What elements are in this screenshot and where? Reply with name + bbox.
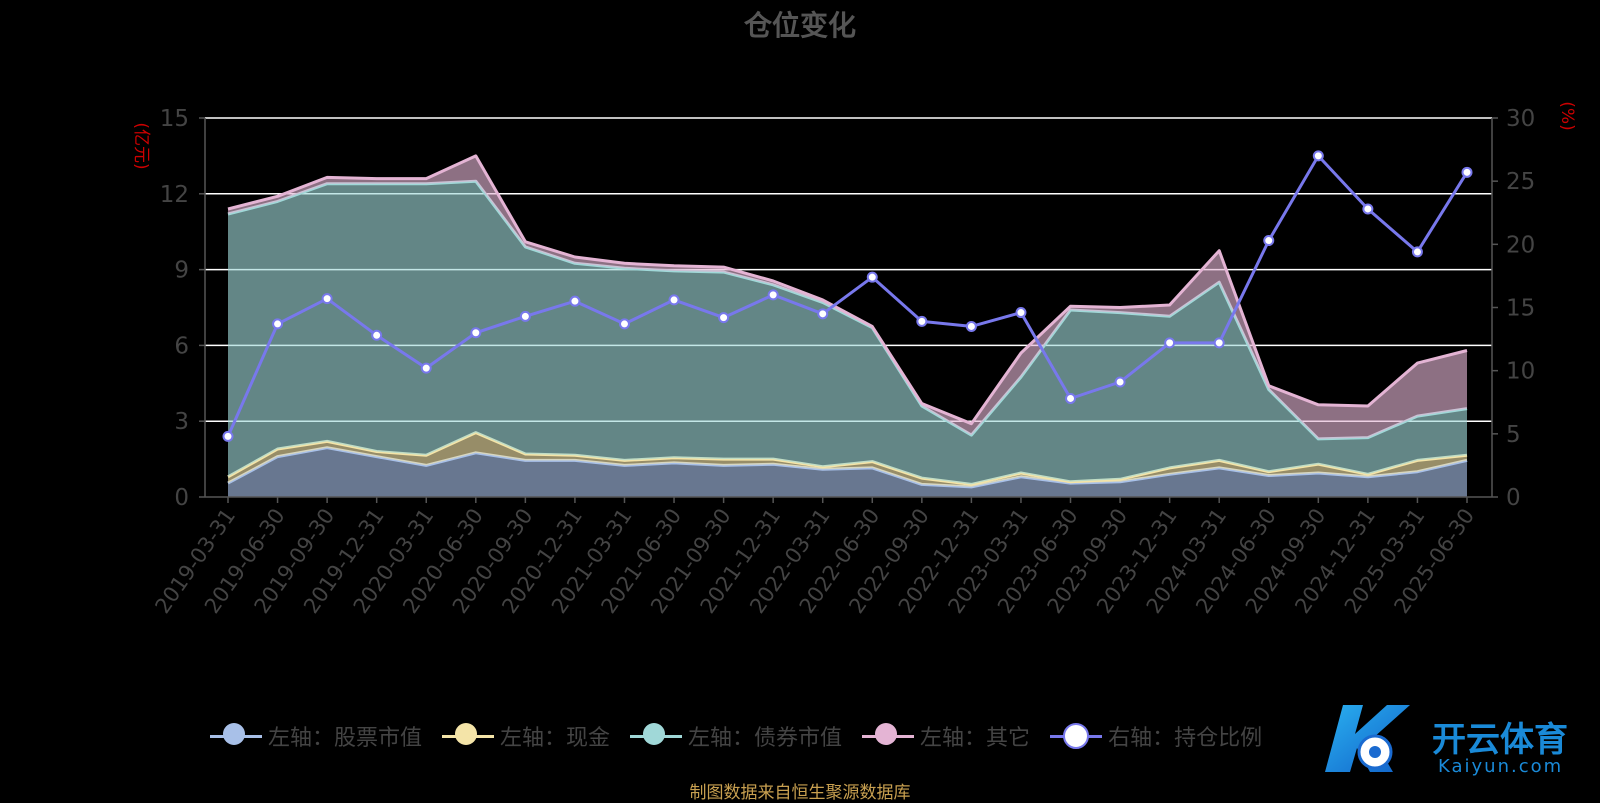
legend-item[interactable]: 左轴：其它 (862, 720, 1030, 752)
legend-item[interactable]: 右轴：持仓比例 (1050, 720, 1262, 752)
left-tick-label: 12 (160, 182, 189, 208)
ratio-point (767, 289, 779, 301)
legend: 左轴：股票市值 左轴：现金 左轴：债券市值 左轴：其它 右轴：持仓比例 (210, 716, 1282, 756)
legend-marker (862, 723, 915, 749)
legend-item[interactable]: 左轴：现金 (442, 720, 610, 752)
watermark-name: 开云体育 (1432, 720, 1568, 760)
ratio-line (226, 154, 1469, 438)
ratio-point (866, 271, 878, 283)
ratio-point (1411, 246, 1423, 258)
ratio-point (371, 329, 383, 341)
left-tick-label: 15 (160, 106, 189, 132)
left-tick-label: 6 (174, 333, 189, 359)
area-line-other (227, 154, 1468, 426)
kaiyun-logo (1325, 705, 1410, 772)
left-tick-label: 3 (174, 409, 189, 435)
ratio-point (1065, 392, 1077, 404)
ratio-point (470, 327, 482, 339)
right-tick-label: 10 (1506, 359, 1535, 385)
legend-item[interactable]: 左轴：债券市值 (630, 720, 842, 752)
ratio-point (1164, 337, 1176, 349)
area-cash (228, 432, 1467, 487)
area-series (227, 154, 1468, 497)
ratio-point (321, 293, 333, 305)
ratio-point (1312, 150, 1324, 162)
ratio-point (1461, 166, 1473, 178)
legend-label: 左轴：其它 (920, 726, 1031, 751)
source-note: 制图数据来自恒生聚源数据库 (689, 783, 911, 803)
ratio-point (668, 294, 680, 306)
ratio-point (916, 315, 928, 327)
ratio-point (1263, 235, 1275, 247)
x-tick-labels: 2019-03-312019-06-302019-09-302019-12-31… (150, 497, 1479, 618)
legend-item[interactable]: 左轴：股票市值 (210, 720, 422, 752)
ratio-series (222, 150, 1473, 442)
legend-label: 左轴：现金 (500, 726, 611, 751)
area-stock (228, 447, 1467, 497)
right-tick-label: 0 (1506, 485, 1521, 511)
legend-marker (442, 723, 495, 749)
ratio-point (1114, 376, 1126, 388)
area-bond (228, 181, 1467, 485)
ratio-point (1362, 203, 1374, 215)
ratio-point (1015, 307, 1027, 319)
right-tick-label: 5 (1506, 422, 1521, 448)
legend-label: 左轴：债券市值 (688, 726, 843, 751)
axes: 0 3 6 9 12 15 0 5 10 15 20 25 30 (亿元) (%) (131, 101, 1577, 511)
legend-marker (1050, 723, 1103, 749)
right-tick-label: 25 (1506, 169, 1535, 195)
right-tick-label: 15 (1506, 296, 1535, 322)
right-axis-unit: (%) (1557, 101, 1577, 130)
right-tick-label: 20 (1506, 232, 1535, 258)
ratio-point (817, 308, 829, 320)
ratio-point (1213, 337, 1225, 349)
ratio-point (519, 310, 531, 322)
left-tick-label: 0 (174, 485, 189, 511)
legend-label: 右轴：持仓比例 (1108, 726, 1263, 751)
ratio-point (965, 320, 977, 332)
right-tick-label: 30 (1506, 106, 1535, 132)
left-axis-unit: (亿元) (131, 122, 151, 169)
ratio-point (718, 312, 730, 324)
left-tick-label: 9 (174, 258, 189, 284)
legend-label: 左轴：股票市值 (268, 726, 423, 751)
ratio-point (272, 318, 284, 330)
ratio-point (222, 430, 234, 442)
watermark-domain: Kaiyun.com (1438, 756, 1564, 777)
ratio-point (618, 318, 630, 330)
legend-marker (630, 723, 683, 749)
legend-marker (210, 723, 262, 749)
chart-title: 仓位变化 (743, 9, 856, 42)
ratio-point (420, 362, 432, 374)
ratio-point (569, 295, 581, 307)
area-other (228, 155, 1467, 439)
